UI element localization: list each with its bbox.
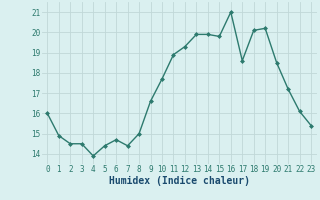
X-axis label: Humidex (Indice chaleur): Humidex (Indice chaleur): [109, 176, 250, 186]
